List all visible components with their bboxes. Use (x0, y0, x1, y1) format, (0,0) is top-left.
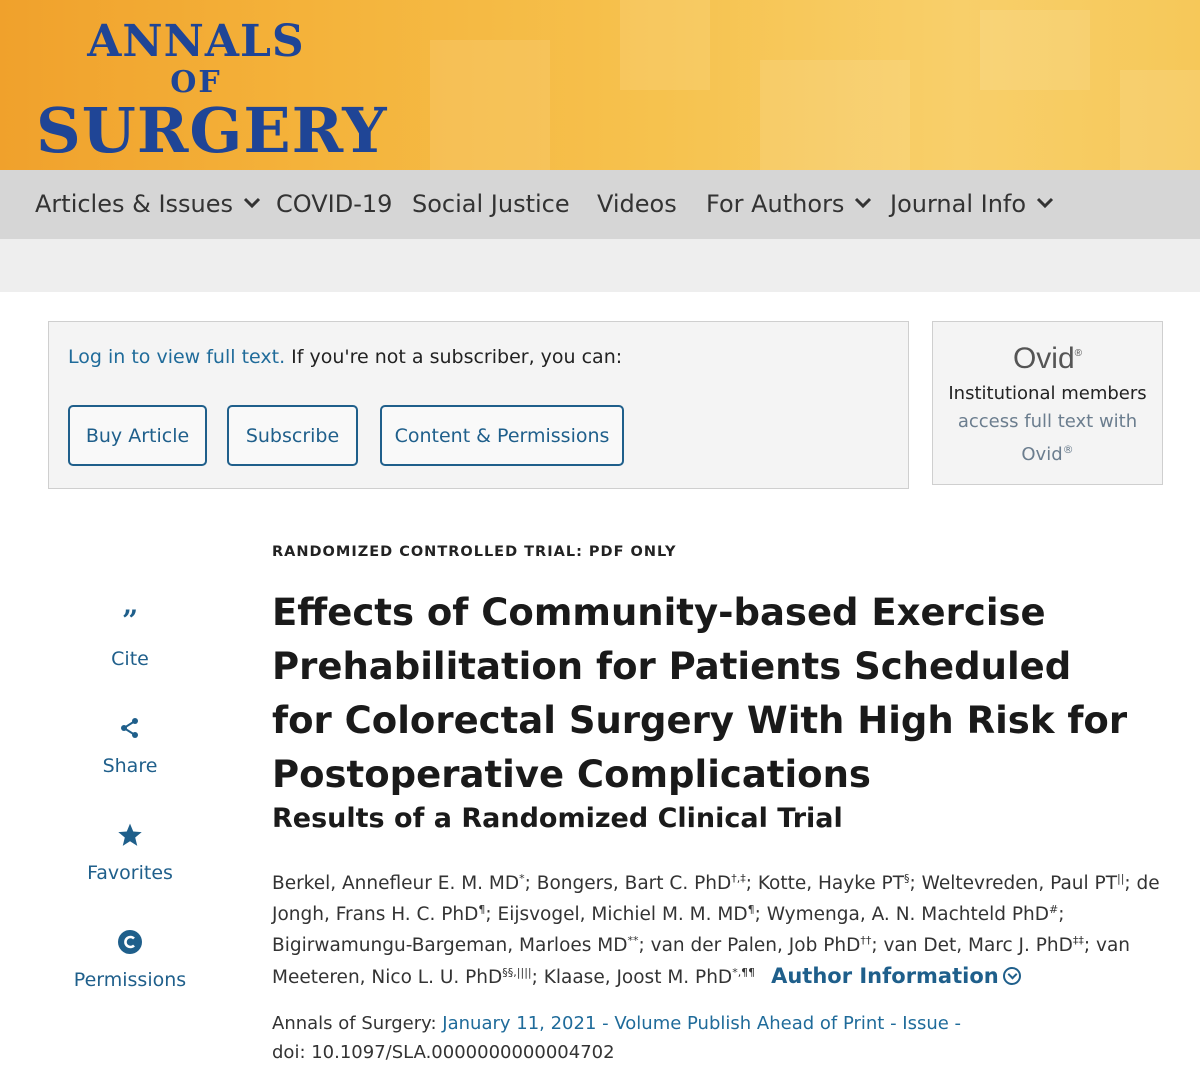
ovid-text-plain: Institutional members (948, 383, 1147, 404)
author-affiliation: || (1117, 871, 1125, 885)
share-tool[interactable]: Share (60, 715, 200, 777)
author-name: van Det, Marc J. PhD (883, 935, 1073, 956)
banner-decoration (430, 40, 550, 170)
logo-line-1: ANNALS (87, 16, 305, 67)
tool-label: Favorites (87, 862, 173, 884)
access-message: Log in to view full text. If you're not … (68, 346, 622, 368)
author-name: Wymenga, A. N. Machteld PhD (766, 904, 1050, 925)
nav-label: For Authors (706, 190, 845, 218)
article-title: Effects of Community-based Exercise Preh… (272, 591, 1128, 796)
nav-label: Journal Info (890, 190, 1027, 218)
nav-articles-issues[interactable]: Articles & Issues (35, 170, 261, 239)
tool-label: Share (102, 755, 158, 777)
citation-line: Annals of Surgery: January 11, 2021 - Vo… (272, 1009, 961, 1067)
author-list: Berkel, Annefleur E. M. MD*; Bongers, Ba… (272, 871, 1160, 988)
login-link[interactable]: Log in to view full text. (68, 346, 286, 368)
permissions-tool[interactable]: Permissions (60, 929, 200, 991)
nav-journal-info[interactable]: Journal Info (890, 170, 1054, 239)
author-name: Eijsvogel, Michiel M. M. MD (497, 904, 748, 925)
chevron-down-icon (855, 197, 872, 208)
cite-tool[interactable]: ” Cite (60, 604, 200, 671)
ovid-access-link[interactable]: access full text with Ovid (957, 411, 1138, 465)
journal-logo[interactable]: ANNALS OF SURGERY (36, 16, 388, 167)
issue-link[interactable]: January 11, 2021 - Volume Publish Ahead … (442, 1013, 962, 1034)
author-affiliation: §§,|||| (502, 965, 532, 979)
ovid-logo-text: Ovid (1012, 342, 1075, 375)
buy-article-button[interactable]: Buy Article (68, 405, 207, 466)
author-affiliation: ¶ (747, 902, 755, 916)
access-prompt: If you're not a subscriber, you can: (285, 346, 623, 368)
journal-banner: ANNALS OF SURGERY (0, 0, 1200, 170)
secondary-bar (0, 239, 1200, 292)
author-affiliation: *,¶¶ (732, 965, 756, 979)
favorites-tool[interactable]: Favorites (60, 822, 200, 884)
ovid-reg-mark: ® (1062, 443, 1074, 456)
author-affiliation: †† (860, 933, 872, 947)
chevron-down-icon (243, 197, 261, 208)
author-affiliation: ** (627, 933, 639, 947)
article-subtitle: Results of a Randomized Clinical Trial (272, 803, 843, 834)
author-affiliation: ¶ (478, 902, 486, 916)
author-affiliation: * (519, 871, 525, 885)
nav-label: Articles & Issues (35, 190, 234, 218)
author-name: van Meeteren, Nico L. U. PhD (272, 935, 1131, 988)
author-name: Klaase, Joost M. PhD (543, 967, 733, 988)
tool-label: Permissions (73, 969, 187, 991)
ovid-logo[interactable]: Ovid® (933, 342, 1162, 376)
journal-name: Annals of Surgery: (272, 1013, 437, 1034)
author-name: Bigirwamungu-Bargeman, Marloes MD (272, 935, 628, 956)
banner-decoration (980, 10, 1090, 90)
copyright-icon (118, 930, 142, 954)
author-name: de Jongh, Frans H. C. PhD (272, 873, 1160, 925)
star-icon (118, 823, 142, 846)
article-type: RANDOMIZED CONTROLLED TRIAL: PDF ONLY (272, 544, 677, 560)
tool-label: Cite (111, 648, 149, 670)
author-name: Bongers, Bart C. PhD (536, 873, 732, 894)
nav-label: COVID-19 (276, 190, 393, 218)
author-affiliation: § (904, 871, 910, 885)
nav-for-authors[interactable]: For Authors (706, 170, 872, 239)
author-name: Weltevreden, Paul PT (921, 873, 1117, 894)
access-box: Log in to view full text. If you're not … (48, 321, 909, 489)
chevron-down-icon (1037, 197, 1054, 208)
logo-line-2: OF (170, 65, 222, 100)
nav-label: Videos (597, 190, 677, 218)
main-nav: Articles & Issues COVID-19 Social Justic… (0, 170, 1200, 239)
author-information-label: Author Information (771, 964, 999, 988)
author-affiliation: †,‡ (731, 871, 746, 885)
author-affiliation: ‡‡ (1072, 933, 1084, 947)
share-icon (121, 718, 138, 738)
quote-icon: ” (121, 604, 139, 637)
doi: doi: 10.1097/SLA.0000000000004702 (272, 1042, 615, 1063)
chevron-circle-down-icon (1002, 967, 1021, 985)
author-information-toggle[interactable]: Author Information (771, 964, 1021, 988)
banner-decoration (760, 60, 910, 170)
nav-covid-19[interactable]: COVID-19 (276, 170, 392, 239)
ovid-logo-reg: ® (1074, 348, 1083, 359)
nav-videos[interactable]: Videos (597, 170, 677, 239)
ovid-message: Institutional members access full text w… (933, 380, 1162, 469)
banner-decoration (1120, 70, 1200, 170)
nav-label: Social Justice (412, 190, 570, 218)
author-name: Berkel, Annefleur E. M. MD (272, 873, 520, 894)
ovid-box: Ovid® Institutional members access full … (932, 321, 1163, 485)
content-permissions-button[interactable]: Content & Permissions (380, 405, 624, 466)
logo-line-3: SURGERY (36, 94, 388, 167)
author-name: van der Palen, Job PhD (650, 935, 861, 956)
subscribe-button[interactable]: Subscribe (227, 405, 358, 466)
author-name: Kotte, Hayke PT (757, 873, 904, 894)
nav-social-justice[interactable]: Social Justice (412, 170, 570, 239)
banner-decoration (620, 0, 710, 90)
author-affiliation: # (1049, 902, 1059, 916)
